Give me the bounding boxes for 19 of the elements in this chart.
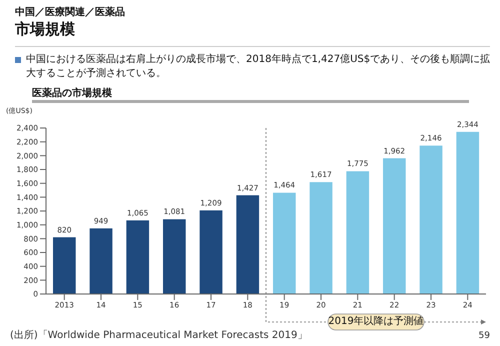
chart-title: 市場規模 [15,20,75,38]
bar [456,132,480,294]
text: 医薬品の市場規模 [32,88,112,99]
bar [200,210,222,294]
bar [236,195,260,294]
bar [420,146,442,294]
text: 中国／医療関連／医薬品 [15,7,125,18]
chart-subtitle: 中国における医薬品は右肩上がりの成長市場で、2018年時点で1,427億US$であり、その後も順調に拡大することが予測されている。 [26,54,490,79]
bar [310,182,332,294]
bar [126,220,150,294]
text: 59 [478,331,490,341]
text: (出所)「Worldwide Pharmaceutical Market Forecasts 2019」 [10,330,308,341]
text: 2019年以降は予測値 [328,316,424,327]
bar [346,171,370,294]
bar [90,228,112,294]
bar [383,158,406,294]
bar [53,237,76,294]
bar [273,192,296,294]
bar [163,219,186,294]
